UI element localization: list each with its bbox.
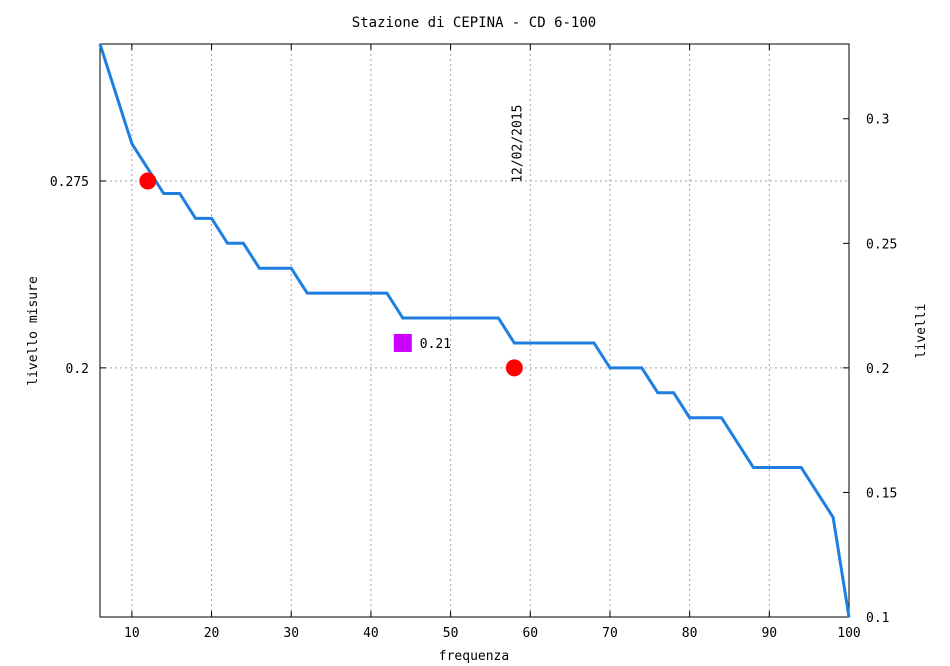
- marker-square: [393, 333, 412, 352]
- series-line: [98, 43, 851, 618]
- y-right-tick-label: 0.2: [866, 362, 889, 377]
- y-right-tick-label: 0.15: [866, 486, 897, 501]
- marker-point: [139, 172, 157, 190]
- chart-title: Stazione di CEPINA - CD 6-100: [352, 15, 596, 31]
- x-tick-label: 20: [204, 626, 220, 641]
- y-left-tick-label: 0.2: [66, 362, 89, 377]
- x-axis: 10 20 30 40 50 60 70 80 90 100: [124, 44, 861, 641]
- grid: [100, 44, 849, 617]
- marker-label: 0.21: [420, 337, 451, 352]
- date-annotation: 12/02/2015: [510, 105, 525, 183]
- y-right-tick-label: 0.25: [866, 237, 897, 252]
- x-tick-label: 80: [682, 626, 698, 641]
- y-axis-right-label: livelli: [914, 304, 929, 359]
- y-axis-right: 0.3 0.25 0.2 0.15 0.1: [843, 113, 897, 626]
- annotations-group: 12/02/2015: [510, 105, 525, 183]
- x-tick-label: 30: [283, 626, 299, 641]
- series-group: [98, 43, 851, 618]
- y-right-tick-label: 0.1: [866, 611, 889, 626]
- y-right-tick-label: 0.3: [866, 113, 889, 128]
- x-tick-label: 70: [602, 626, 618, 641]
- x-tick-label: 50: [443, 626, 459, 641]
- y-axis-left: 0.275 0.2: [50, 175, 106, 377]
- x-tick-label: 60: [522, 626, 538, 641]
- x-tick-label: 100: [837, 626, 860, 641]
- x-tick-label: 90: [761, 626, 777, 641]
- x-axis-label: frequenza: [439, 649, 509, 664]
- marker-point: [505, 359, 523, 377]
- x-tick-label: 40: [363, 626, 379, 641]
- x-tick-label: 10: [124, 626, 140, 641]
- markers-group: 0.21: [139, 172, 523, 377]
- plot-frame: [99, 43, 850, 618]
- y-axis-left-label: livello misure: [26, 276, 41, 386]
- y-left-tick-label: 0.275: [50, 175, 89, 190]
